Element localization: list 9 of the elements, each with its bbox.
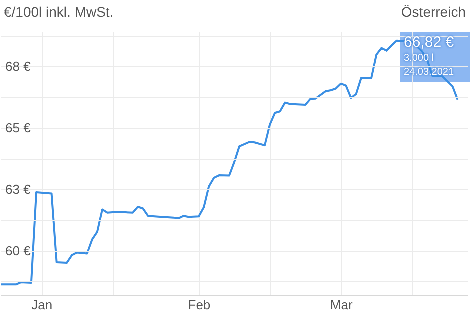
y-tick-label: 68 €: [6, 58, 32, 74]
x-tick-label: Mar: [330, 298, 354, 312]
chart-title: Österreich: [401, 4, 466, 20]
y-tick-label: 65 €: [6, 120, 32, 136]
y-axis-title: €/100l inkl. MwSt.: [4, 4, 114, 20]
x-tick-label: Feb: [188, 298, 211, 312]
y-tick-label: 60 €: [6, 243, 32, 258]
y-tick-label: 63 €: [6, 182, 32, 197]
x-tick-label: Jan: [32, 298, 53, 312]
